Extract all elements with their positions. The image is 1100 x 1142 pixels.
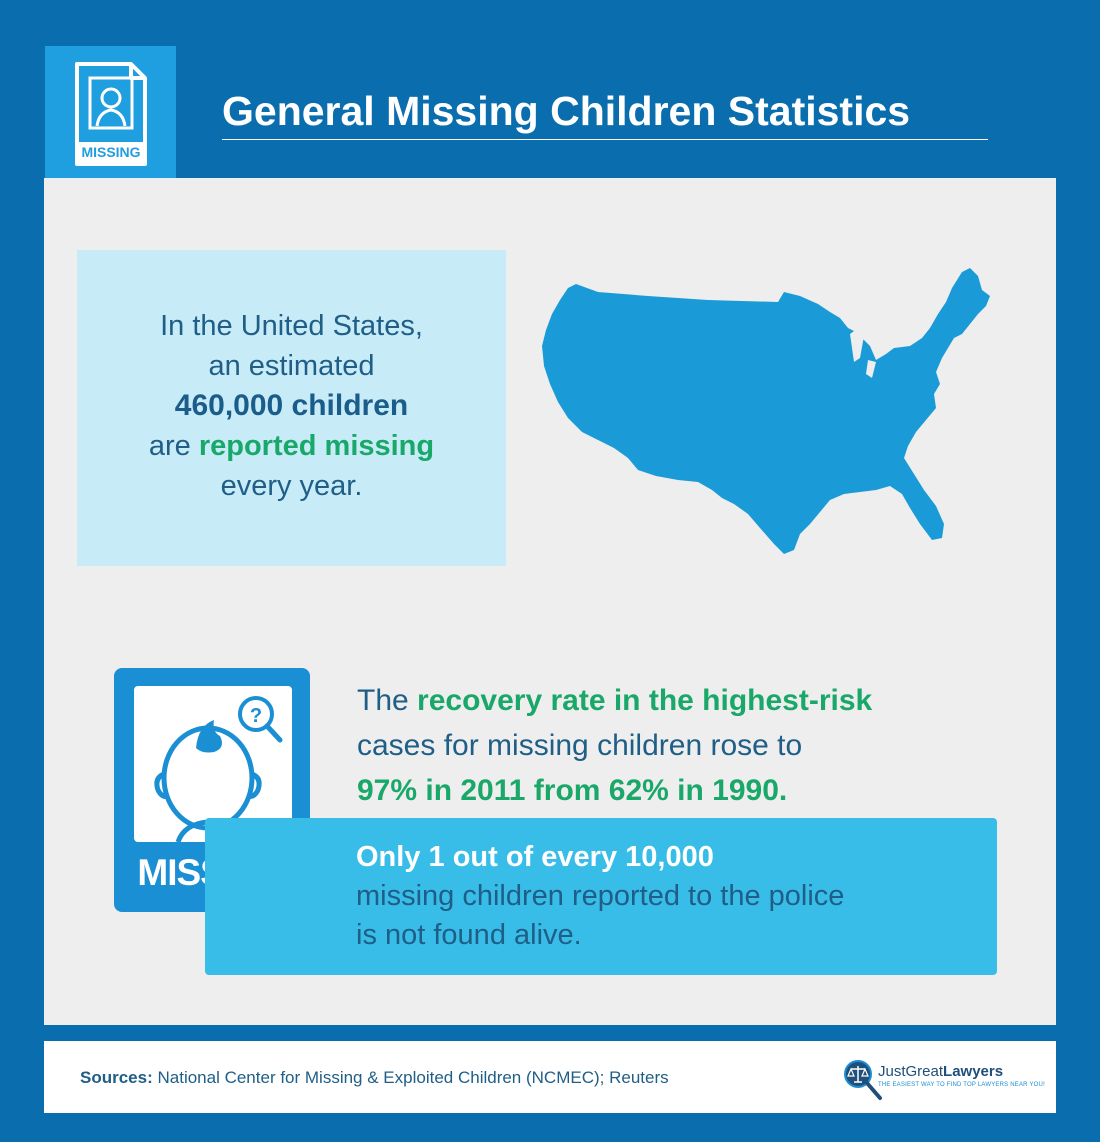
recovery-emphasis: recovery rate in the highest-risk (417, 684, 873, 717)
sources-text: National Center for Missing & Exploited … (157, 1068, 669, 1087)
us-map-icon (542, 268, 990, 554)
logo-tagline: THE EASIEST WAY TO FIND TOP LAWYERS NEAR… (878, 1082, 1045, 1088)
sources-label: Sources: (80, 1068, 153, 1087)
recovery-stat-text: The recovery rate in the highest-risk ca… (357, 678, 997, 813)
us-stat-box (77, 250, 506, 566)
scales-magnifier-icon (844, 1060, 882, 1100)
us-stat-line4: are reported missing (77, 426, 506, 466)
page-title: General Missing Children Statistics (222, 88, 911, 134)
found-line3: is not found alive. (356, 919, 582, 951)
found-emphasis: Only 1 out of every 10,000 (356, 841, 714, 873)
us-stat-line5: every year. (220, 470, 363, 502)
logo-name-part2: Lawyers (943, 1063, 1004, 1080)
us-stat-text: In the United States, an estimated 460,0… (77, 306, 506, 506)
recovery-pre: The (357, 684, 418, 717)
logo-name-part1: JustGreat (878, 1063, 944, 1080)
us-stat-line2: an estimated (208, 350, 375, 382)
found-stat-text: Only 1 out of every 10,000 missing child… (356, 838, 976, 955)
footer-bar (44, 1041, 1056, 1113)
recovery-line1: The recovery rate in the highest-risk (357, 678, 997, 723)
recovery-line2: cases for missing children rose to (357, 729, 803, 762)
missing-poster-icon: MISSING (75, 62, 147, 166)
svg-text:?: ? (250, 705, 262, 727)
us-stat-line1: In the United States, (160, 310, 423, 342)
justgreatlawyers-logo[interactable]: JustGreatLawyers THE EASIEST WAY TO FIND… (842, 1058, 1045, 1102)
title-underline (222, 139, 988, 140)
found-line2: missing children reported to the police (356, 880, 845, 912)
us-stat-emphasis: reported missing (198, 430, 435, 462)
header-icon-label: MISSING (81, 144, 140, 160)
us-stat-line4-pre: are (148, 430, 199, 462)
header-icon-box: MISSING (45, 46, 176, 178)
us-stat-count: 460,000 children (174, 389, 409, 422)
found-stat-box (205, 818, 997, 975)
recovery-figures: 97% in 2011 from 62% in 1990. (357, 774, 788, 807)
logo-name: JustGreatLawyers (878, 1063, 1003, 1080)
sources-line: Sources: National Center for Missing & E… (80, 1068, 669, 1088)
magnifier-question-icon: ? (238, 696, 283, 743)
